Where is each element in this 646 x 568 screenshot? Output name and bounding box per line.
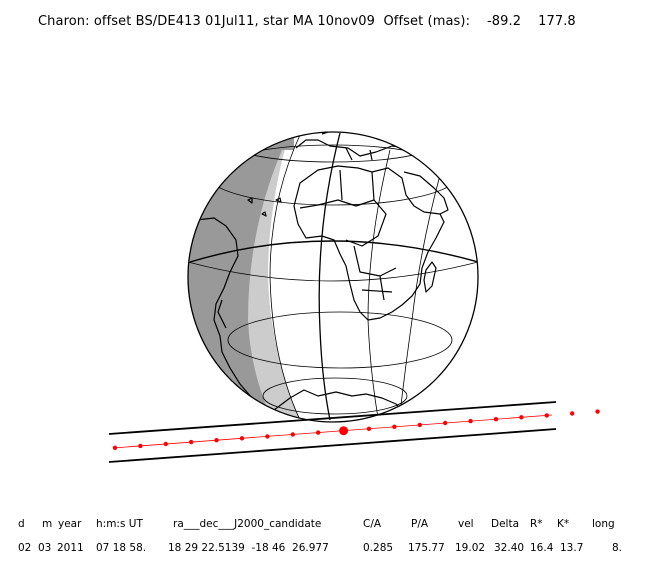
parallel [262, 377, 408, 415]
track-dot [163, 441, 168, 447]
header-cell: C/A [363, 518, 382, 530]
track-dot [265, 434, 270, 439]
value-cell: 8. [612, 542, 623, 554]
antarctica-coast [273, 389, 407, 415]
header-cell: ra___dec___J2000_candidate [173, 518, 322, 530]
country-borders [317, 199, 387, 247]
value-cell: 175.77 [408, 542, 445, 554]
track-dot [544, 413, 549, 418]
parallel [188, 261, 478, 282]
meridian [399, 174, 441, 415]
track-dot [189, 439, 194, 445]
shadow-limit-north [108, 401, 557, 435]
header-cell: vel [458, 518, 474, 530]
track-dot [316, 430, 321, 435]
value-cell: 16.4 [530, 542, 554, 554]
globe-outline [187, 131, 479, 423]
header-cell: K* [557, 518, 570, 530]
plot-title: Charon: offset BS/DE413 01Jul11, star MA… [38, 14, 576, 29]
meridian [318, 132, 341, 421]
south-america-coast [195, 217, 283, 415]
madagascar-outline [423, 261, 437, 293]
track-dot [570, 411, 575, 416]
value-cell: 18 29 22.5139 -18 46 26.977 [168, 542, 329, 554]
value-cell: 2011 [57, 542, 84, 554]
equator [189, 240, 478, 263]
track-dot [239, 436, 245, 441]
value-cell: 19.02 [455, 542, 486, 554]
meridian [269, 134, 301, 421]
header-cell: long [592, 518, 615, 530]
track-dot [214, 438, 219, 443]
track-dot [417, 422, 422, 428]
parallel [227, 311, 453, 369]
south-america-coast [217, 299, 227, 329]
track-dot [138, 443, 143, 449]
header-cell: R* [530, 518, 543, 530]
header-cell: m [42, 518, 53, 530]
track-dot [392, 424, 397, 429]
meridian [367, 149, 391, 419]
track-dot [519, 415, 524, 420]
header-cell: P/A [411, 518, 429, 530]
track-dot [366, 426, 372, 431]
track-dot [290, 432, 295, 437]
track-dot [468, 418, 473, 424]
centerline [112, 414, 553, 449]
shadow-limit-south [108, 428, 557, 463]
value-cell: 02 [18, 542, 32, 554]
header-cell: Delta [491, 518, 520, 530]
africa-outline [293, 165, 445, 321]
track-dot [595, 409, 600, 414]
atlantic-islands [247, 197, 282, 217]
track-dot [443, 420, 448, 426]
value-cell: 0.285 [363, 542, 394, 554]
track-dot [493, 417, 499, 422]
value-cell: 03 [38, 542, 52, 554]
country-borders [299, 169, 397, 301]
closest-approach-dot [339, 426, 349, 436]
header-cell: d [18, 518, 25, 530]
value-cell: 07 18 58. [96, 542, 147, 554]
value-cell: 32.40 [494, 542, 525, 554]
header-cell: year [58, 518, 82, 530]
header-cell: h:m:s UT [96, 518, 143, 530]
table-header-row: d m year h:m:s UT ra___dec___J2000_candi… [0, 518, 646, 538]
track-dot [112, 445, 118, 450]
table-value-row: 02 03 2011 07 18 58. 18 29 22.5139 -18 4… [0, 542, 646, 562]
arabia-coast [403, 171, 449, 215]
value-cell: 13.7 [560, 542, 584, 554]
track-dots [112, 409, 600, 450]
